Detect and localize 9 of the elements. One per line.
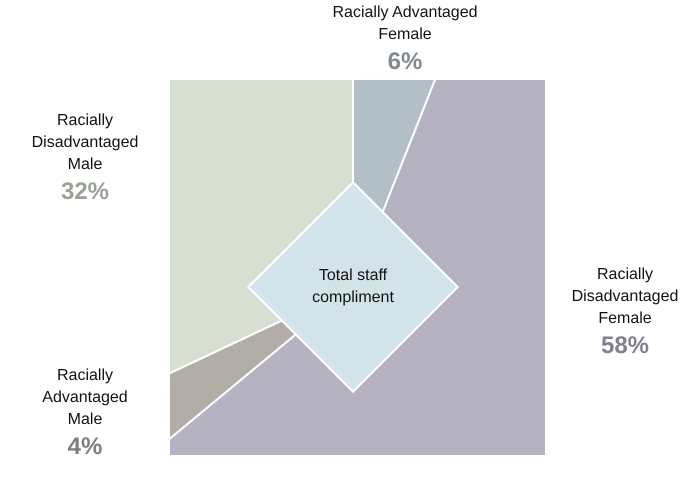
data-label: 4% — [66, 432, 104, 462]
slice-label: Racially Disadvantaged Female — [570, 265, 680, 329]
slice-label: Racially Disadvantaged Male — [30, 111, 140, 175]
text: Total staff compliment — [311, 266, 395, 308]
slice-label: Racially Advantaged Male — [41, 366, 129, 430]
data-label: 58% — [600, 331, 650, 361]
data-label: 32% — [60, 177, 110, 207]
slice-label: Racially Advantaged Female — [332, 3, 478, 45]
data-label: 6% — [386, 47, 424, 77]
